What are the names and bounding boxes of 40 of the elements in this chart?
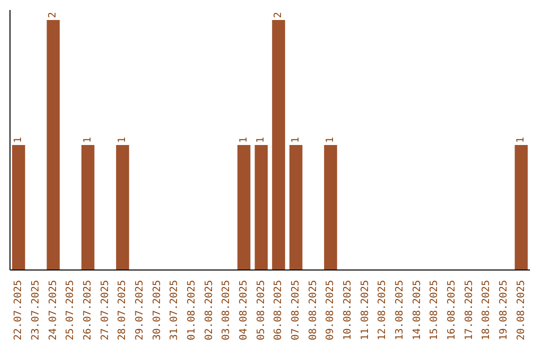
- x-tick-label: 14.08.2025: [412, 280, 423, 340]
- x-tick-label: 18.08.2025: [481, 280, 492, 340]
- data-label: 2: [48, 12, 59, 18]
- x-tick-label: 12.08.2025: [377, 280, 388, 340]
- x-tick-label: 07.08.2025: [290, 280, 302, 340]
- data-label: 1: [325, 136, 336, 143]
- data-label: 1: [256, 136, 267, 143]
- data-label: 1: [13, 136, 24, 143]
- x-tick-label: 29.07.2025: [134, 280, 146, 340]
- x-tick-label: 03.08.2025: [221, 280, 232, 340]
- x-tick-label: 26.07.2025: [82, 280, 94, 340]
- x-tick-label: 15.08.2025: [429, 280, 440, 340]
- data-label: 1: [117, 136, 128, 143]
- data-label: 1: [290, 136, 302, 143]
- data-label: 2: [273, 12, 284, 18]
- x-tick-label: 13.08.2025: [394, 280, 406, 340]
- x-tick-label: 19.08.2025: [498, 280, 510, 340]
- x-tick-label: 11.08.2025: [360, 280, 371, 340]
- x-tick-label: 16.08.2025: [446, 280, 458, 340]
- x-tick-label: 10.08.2025: [342, 280, 354, 340]
- x-tick-label: 25.07.2025: [65, 280, 76, 340]
- x-tick-label: 31.07.2025: [169, 280, 180, 340]
- x-tick-label: 22.07.2025: [13, 280, 24, 340]
- x-tick-label: 04.08.2025: [238, 280, 250, 340]
- data-label: 1: [238, 136, 250, 143]
- x-tick-label: 23.07.2025: [30, 280, 42, 340]
- data-label: 1: [516, 136, 527, 143]
- x-tick-label: 09.08.2025: [325, 280, 336, 340]
- x-tick-label: 24.07.2025: [48, 280, 59, 340]
- data-label: 1: [82, 136, 94, 143]
- x-tick-label: 27.07.2025: [100, 280, 111, 340]
- x-tick-label: 08.08.2025: [308, 280, 319, 340]
- x-tick-label: 28.07.2025: [117, 280, 128, 340]
- x-tick-label: 01.08.2025: [186, 280, 198, 340]
- x-tick-label: 20.08.2025: [516, 280, 527, 340]
- x-tick-label: 17.08.2025: [464, 280, 475, 340]
- x-tick-label: 06.08.2025: [273, 280, 284, 340]
- x-tick-label: 05.08.2025: [256, 280, 267, 340]
- x-tick-label: 30.07.2025: [152, 280, 163, 340]
- x-tick-label: 02.08.2025: [204, 280, 215, 340]
